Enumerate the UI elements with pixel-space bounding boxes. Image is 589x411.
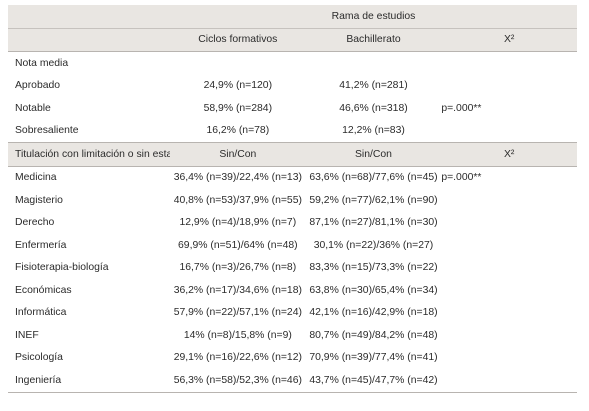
table-row: Notable 58,9% (n=284) 46,6% (n=318) p=.000*… bbox=[8, 97, 577, 120]
row-label: Enfermería bbox=[15, 239, 67, 251]
row-value-bachillerato: 87,1% (n=27)/81,1% (n=30) bbox=[309, 217, 438, 229]
row-value-ciclos: 14% (n=8)/15,8% (n=9) bbox=[183, 329, 292, 341]
row-value-bachillerato: 41,2% (n=281) bbox=[339, 80, 408, 92]
table-row: Derecho 12,9% (n=4)/18,9% (n=7) 87,1% (n=2… bbox=[8, 212, 577, 235]
table-row: Fisioterapia-biología 16,7% (n=3)/26,7% (… bbox=[8, 257, 577, 280]
row-chi-square bbox=[441, 120, 577, 143]
row-chi-square: p=.000** bbox=[441, 102, 482, 114]
row-chi-square bbox=[441, 212, 577, 235]
row-label: Informática bbox=[15, 307, 67, 319]
table-row: Psicología 29,1% (n=16)/22,6% (n=12) 70,9%… bbox=[8, 347, 577, 370]
row-chi-square bbox=[441, 189, 577, 212]
section2-title: Titulación con limitación o sin esta bbox=[8, 142, 170, 167]
row-value-bachillerato: 46,6% (n=318) bbox=[339, 102, 408, 114]
table-row: Sobresaliente 16,2% (n=78) 12,2% (n=83) bbox=[8, 120, 577, 143]
table-row: Enfermería 69,9% (n=51)/64% (n=48) 30,1% (… bbox=[8, 234, 577, 257]
row-value-bachillerato: 42,1% (n=16)/42,9% (n=18) bbox=[309, 307, 438, 319]
table-row: Magisterio 40,8% (n=53)/37,9% (n=55) 59,2%… bbox=[8, 189, 577, 212]
row-value-ciclos: 16,2% (n=78) bbox=[206, 125, 270, 137]
row-value-bachillerato: 43,7% (n=45)/47,7% (n=42) bbox=[305, 369, 442, 393]
row-chi-square bbox=[441, 75, 577, 98]
table-row: Ingeniería 56,3% (n=58)/52,3% (n=46) 43,7%… bbox=[8, 369, 577, 393]
row-chi-square bbox=[441, 324, 577, 347]
row-value-ciclos: 36,4% (n=39)/22,4% (n=13) bbox=[173, 172, 302, 184]
section1-title-row: Nota media bbox=[8, 51, 577, 75]
section1-title: Nota media bbox=[8, 51, 170, 75]
section2-header-row: Titulación con limitación o sin esta Sin/… bbox=[8, 142, 577, 167]
row-label: Económicas bbox=[15, 284, 72, 296]
row-value-bachillerato: 12,2% (n=83) bbox=[342, 125, 405, 137]
row-chi-square bbox=[441, 234, 577, 257]
row-value-ciclos: 16,7% (n=3)/26,7% (n=8) bbox=[179, 262, 297, 274]
row-value-ciclos: 58,9% (n=284) bbox=[203, 102, 273, 114]
header-columns-row: Ciclos formativos Bachillerato X² bbox=[8, 27, 577, 52]
row-label: Fisioterapia-biología bbox=[15, 262, 109, 274]
row-label: Ingeniería bbox=[8, 369, 170, 393]
row-label: INEF bbox=[15, 329, 39, 341]
table-row: Económicas 36,2% (n=17)/34,6% (n=18) 63,8%… bbox=[8, 279, 577, 302]
row-chi-square bbox=[441, 347, 577, 370]
row-value-bachillerato: 63,6% (n=68)/77,6% (n=45) bbox=[309, 172, 438, 184]
table-row: Aprobado 24,9% (n=120) 41,2% (n=281) bbox=[8, 75, 577, 98]
row-label: Magisterio bbox=[15, 194, 63, 206]
row-value-bachillerato: 70,9% (n=39)/77,4% (n=41) bbox=[309, 352, 438, 364]
table-row: Informática 57,9% (n=22)/57,1% (n=24) 42,1… bbox=[8, 302, 577, 325]
row-value-ciclos: 29,1% (n=16)/22,6% (n=12) bbox=[173, 352, 302, 364]
header-blank bbox=[8, 5, 170, 28]
row-value-ciclos: 40,8% (n=53)/37,9% (n=55) bbox=[173, 194, 302, 206]
row-value-ciclos: 56,3% (n=58)/52,3% (n=46) bbox=[170, 369, 306, 393]
header-col2: Bachillerato bbox=[305, 27, 442, 52]
row-label: Notable bbox=[15, 102, 51, 114]
row-chi-square bbox=[441, 279, 577, 302]
row-value-ciclos: 69,9% (n=51)/64% (n=48) bbox=[178, 239, 298, 251]
results-table: Rama de estudios Ciclos formativos Bachi… bbox=[8, 5, 577, 393]
row-value-ciclos: 36,2% (n=17)/34,6% (n=18) bbox=[173, 284, 302, 296]
row-value-bachillerato: 83,3% (n=15)/73,3% (n=22) bbox=[309, 262, 438, 274]
row-label: Psicología bbox=[15, 352, 63, 364]
row-chi-square bbox=[441, 302, 577, 325]
row-value-ciclos: 24,9% (n=120) bbox=[203, 80, 273, 92]
row-label: Derecho bbox=[15, 217, 55, 229]
header-blank bbox=[8, 27, 170, 52]
header-col1: Ciclos formativos bbox=[170, 27, 306, 52]
row-value-bachillerato: 80,7% (n=49)/84,2% (n=48) bbox=[309, 329, 438, 341]
row-label: Sobresaliente bbox=[15, 125, 79, 137]
header-group-row: Rama de estudios bbox=[8, 5, 577, 28]
row-value-ciclos: 57,9% (n=22)/57,1% (n=24) bbox=[173, 307, 302, 319]
row-value-bachillerato: 30,1% (n=22)/36% (n=27) bbox=[313, 239, 434, 251]
row-chi-square bbox=[441, 369, 577, 393]
table-row: Medicina 36,4% (n=39)/22,4% (n=13) 63,6% (… bbox=[8, 166, 577, 189]
row-chi-square: p=.000** bbox=[441, 172, 482, 184]
row-value-bachillerato: 59,2% (n=77)/62,1% (n=90) bbox=[309, 194, 438, 206]
row-value-ciclos: 12,9% (n=4)/18,9% (n=7) bbox=[179, 217, 297, 229]
table-row: INEF 14% (n=8)/15,8% (n=9) 80,7% (n=49)/84… bbox=[8, 324, 577, 347]
header-chi-square: X² bbox=[441, 27, 577, 52]
row-value-bachillerato: 63,8% (n=30)/65,4% (n=34) bbox=[309, 284, 438, 296]
row-chi-square bbox=[441, 257, 577, 280]
section2-col1: Sin/Con bbox=[170, 142, 306, 167]
row-label: Medicina bbox=[15, 172, 57, 184]
row-label: Aprobado bbox=[15, 80, 61, 92]
section2-col2: Sin/Con bbox=[305, 142, 442, 167]
header-group-label: Rama de estudios bbox=[331, 10, 416, 22]
section2-chi-square: X² bbox=[441, 142, 577, 167]
